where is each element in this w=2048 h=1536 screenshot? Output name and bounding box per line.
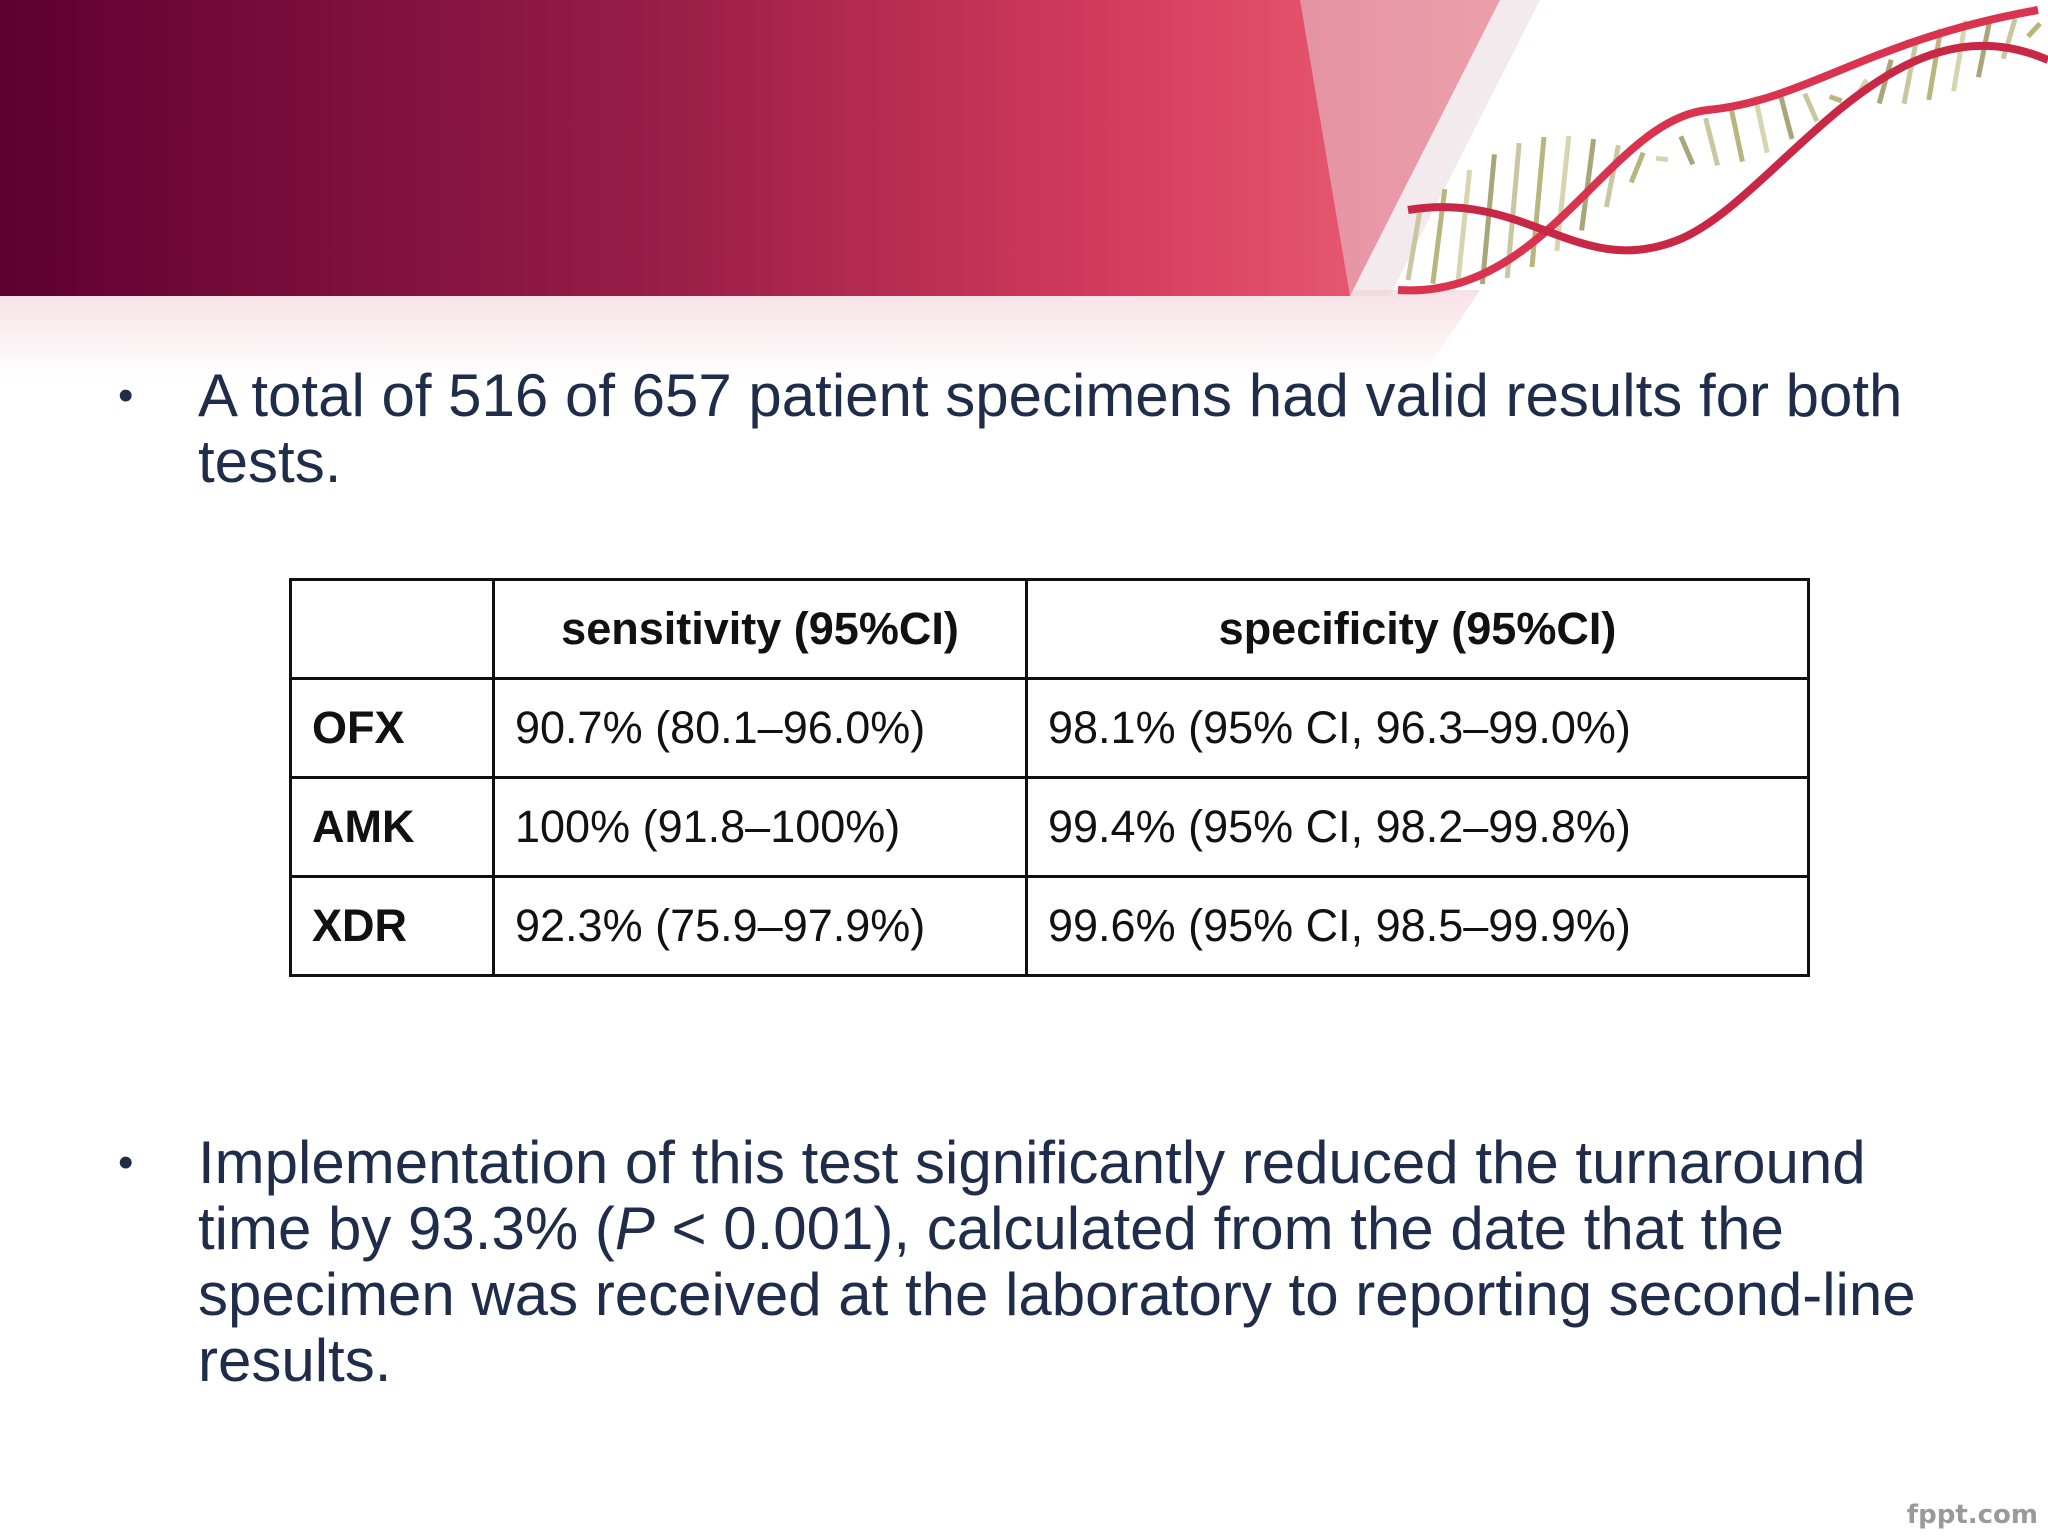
banner-graphic	[0, 0, 1540, 380]
specificity-cell: 99.4% (95% CI, 98.2–99.8%)	[1025, 776, 1810, 878]
table-row: OFX 90.7% (80.1–96.0%) 98.1% (95% CI, 96…	[289, 677, 1810, 779]
bullet-dot-icon: •	[118, 371, 134, 420]
sensitivity-cell: 92.3% (75.9–97.9%)	[492, 875, 1028, 977]
dna-rung	[1777, 92, 1795, 140]
bullet-dot-icon: •	[118, 1138, 134, 1187]
header-empty-cell	[289, 578, 495, 680]
specificity-cell: 99.6% (95% CI, 98.5–99.9%)	[1025, 875, 1810, 977]
dna-rung	[1951, 20, 1969, 92]
header-banner	[0, 0, 2048, 380]
dna-rung	[1727, 104, 1745, 163]
dna-rung	[1901, 41, 1919, 105]
bullet-text-part: < 0.001), calculated from the date that …	[198, 1195, 1916, 1394]
table-row: AMK 100% (91.8–100%) 99.4% (95% CI, 98.2…	[289, 776, 1810, 878]
dna-rung	[1926, 28, 1944, 101]
dna-rung	[1752, 96, 1770, 154]
row-label: OFX	[289, 677, 495, 779]
bullet-text: A total of 516 of 657 patient specimens …	[198, 362, 1903, 495]
dna-rung	[1876, 59, 1894, 105]
header-sensitivity: sensitivity (95%CI)	[492, 578, 1028, 680]
bullet-text: Implementation of this test significantl…	[198, 1130, 1958, 1394]
row-label: XDR	[289, 875, 495, 977]
dna-rung	[1655, 155, 1669, 163]
dna-rung	[1455, 169, 1473, 286]
header-specificity: specificity (95%CI)	[1025, 578, 1810, 680]
specificity-cell: 98.1% (95% CI, 96.3–99.0%)	[1025, 677, 1810, 779]
dna-rung	[1678, 135, 1696, 166]
watermark: fppt.com	[1906, 1500, 2038, 1530]
dna-rung	[1405, 209, 1423, 281]
table-row: XDR 92.3% (75.9–97.9%) 99.6% (95% CI, 98…	[289, 875, 1810, 977]
dna-rung	[1802, 92, 1820, 123]
dna-rung	[2026, 21, 2042, 39]
dna-rung	[1628, 151, 1646, 184]
sensitivity-cell: 90.7% (80.1–96.0%)	[492, 677, 1028, 779]
dna-rung	[1529, 136, 1547, 268]
p-value-symbol: P	[614, 1195, 655, 1262]
bullet-text-part: Implementation of this test significantl…	[198, 1129, 1866, 1262]
dna-rung	[1603, 144, 1621, 208]
results-table: sensitivity (95%CI) specificity (95%CI) …	[289, 578, 1810, 977]
table-header-row: sensitivity (95%CI) specificity (95%CI)	[289, 578, 1810, 680]
sensitivity-cell: 100% (91.8–100%)	[492, 776, 1028, 878]
dna-rung	[2000, 17, 2018, 60]
dna-rung	[1579, 138, 1597, 231]
row-label: AMK	[289, 776, 495, 878]
dna-helix-icon	[1397, 6, 2048, 295]
dna-rung	[1479, 154, 1497, 285]
dna-rung	[1703, 117, 1721, 166]
dna-rung	[1828, 94, 1843, 104]
